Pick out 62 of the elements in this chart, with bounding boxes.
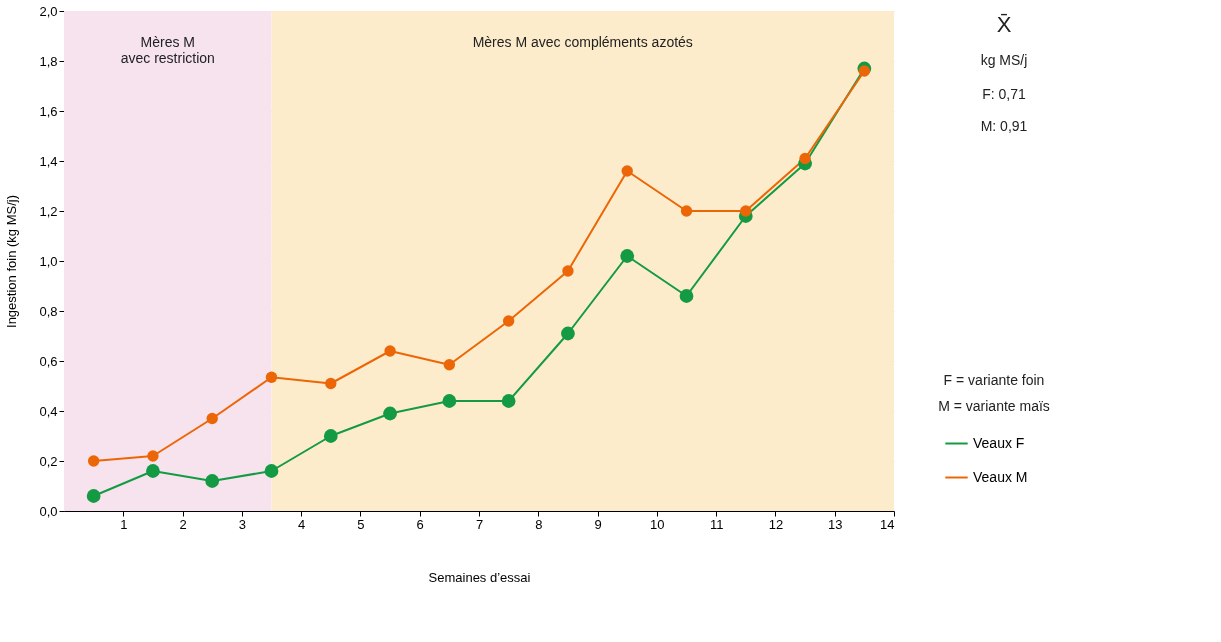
point <box>501 394 516 408</box>
point <box>561 326 575 341</box>
x-tick-label: 1 <box>120 516 128 532</box>
y-tick-label: 0,2 <box>39 453 58 469</box>
point <box>680 205 693 217</box>
point <box>799 152 811 165</box>
point <box>620 249 635 263</box>
legend-label: Veaux M <box>973 468 1028 485</box>
x-tick-label: 13 <box>827 516 843 532</box>
point <box>325 377 337 390</box>
x-tick-label: 8 <box>535 516 543 532</box>
x-tick-label: 9 <box>594 516 602 532</box>
band-label: Mères M avec restriction <box>120 34 215 66</box>
y-tick-label: 1,2 <box>39 203 58 219</box>
point <box>146 464 160 478</box>
y-tick-label: 0,8 <box>39 303 58 319</box>
point <box>86 489 101 503</box>
y-tick-label: 1,8 <box>39 53 58 69</box>
x-tick-label: 6 <box>416 516 424 532</box>
point <box>205 474 220 488</box>
x-tick-label: 10 <box>650 516 665 532</box>
text: kg MS/j <box>980 52 1028 68</box>
text: F: 0,71 <box>982 86 1026 102</box>
y-axis-title: Ingestion foin (kg MS/j) <box>4 195 20 328</box>
y-tick-label: 0,6 <box>39 353 58 369</box>
text: M: 0,91 <box>980 118 1028 134</box>
y-tick-label: 1,6 <box>39 103 58 119</box>
x-tick-label: 11 <box>709 516 724 532</box>
y-tick-label: 1,0 <box>39 253 58 269</box>
band-label: Mères M avec compléments azotés <box>472 34 693 50</box>
y-tick-label: 0,0 <box>39 503 58 519</box>
point <box>858 65 871 77</box>
point <box>265 371 278 383</box>
point <box>87 455 100 467</box>
point <box>147 450 159 462</box>
point <box>562 265 574 277</box>
x-tick-label: 7 <box>475 516 484 532</box>
x-tick-label: 5 <box>357 516 365 532</box>
legend-label: Veaux F <box>973 434 1025 451</box>
text: X̄ <box>996 12 1012 37</box>
text: F = variante foin <box>943 372 1045 388</box>
x-tick-label: 12 <box>768 516 784 532</box>
x-tick-label: 14 <box>880 516 895 532</box>
y-tick-label: 2,0 <box>39 3 58 19</box>
x-tick-label: 3 <box>238 516 246 532</box>
x-tick-label: 2 <box>179 516 187 532</box>
point <box>443 359 456 371</box>
point <box>383 406 397 421</box>
point <box>264 464 279 478</box>
y-tick-label: 1,4 <box>39 153 58 169</box>
text: M = variante maïs <box>938 398 1050 414</box>
point <box>206 412 218 425</box>
point <box>502 315 515 327</box>
point <box>621 165 633 177</box>
x-axis-title: Semaines d’essai <box>428 569 531 585</box>
point <box>323 429 338 443</box>
y-tick-label: 0,4 <box>39 403 58 419</box>
x-tick-label: 4 <box>298 516 306 532</box>
point <box>442 394 457 408</box>
point <box>384 345 396 357</box>
point <box>679 289 694 303</box>
point <box>740 205 752 217</box>
